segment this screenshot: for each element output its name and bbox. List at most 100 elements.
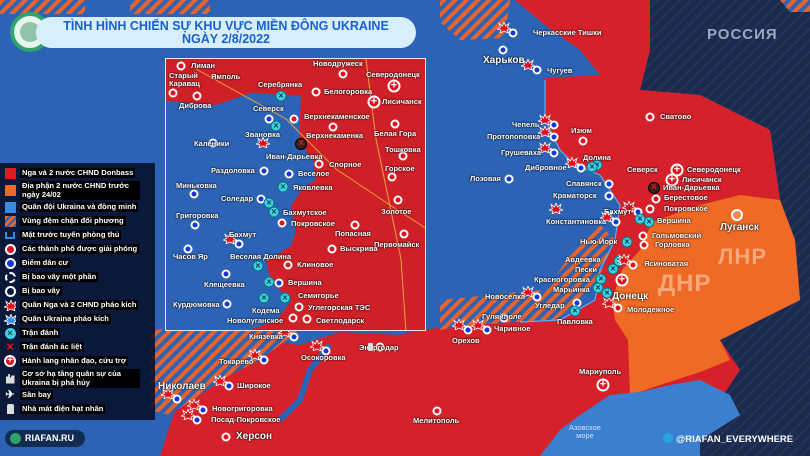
place-label: Соледар [221, 194, 254, 203]
humanitarian-corridor-icon: + [4, 355, 16, 367]
legend-label: Bị bao vây một phần [20, 271, 99, 283]
battle-icon: × [275, 90, 287, 102]
liberated-city-dot-icon [613, 303, 623, 313]
liberated-city-dot-icon [288, 313, 298, 323]
settlement-dot-icon [604, 191, 614, 201]
place-label: Диброва [179, 101, 212, 110]
legend-item: Bị bao vây một phần [4, 271, 99, 283]
place-label: Золотое [381, 207, 412, 216]
artillery-strike-icon [469, 317, 487, 335]
place-label: Веселое [298, 169, 330, 178]
settlement-dot-icon [549, 148, 559, 158]
legend-item: Bị bao vây [4, 285, 62, 297]
place-label: Лисичанск [682, 175, 722, 184]
legend-item: Cơ sở hạ tầng quân sự của Ukraina bị phá… [4, 369, 140, 388]
legend-label: Quân Ukraina pháo kích [20, 313, 111, 325]
place-label: Новолуганское [227, 316, 284, 325]
place-label: Орехов [452, 336, 480, 345]
settlement-dot-icon [549, 120, 559, 130]
place-label: Светлодарск [316, 316, 365, 325]
liberated-city-dot-icon [398, 151, 408, 161]
place-label: Веселая Долина [230, 252, 292, 261]
settlement-dot-icon [172, 394, 182, 404]
battle-icon: × [270, 120, 282, 132]
artillery-strike-icon [536, 124, 554, 142]
settlement-dot-icon [259, 166, 269, 176]
liberated-city-dot-icon [375, 342, 385, 352]
liberated-city-dot-icon [289, 114, 299, 124]
liberated-city-dot-icon [283, 260, 293, 270]
place-label: Вершина [288, 278, 322, 287]
artillery-strike-icon [536, 140, 554, 158]
place-label: Азовское море [569, 423, 601, 440]
place-label: Выскрива [340, 244, 378, 253]
place-label: Грушеваха [501, 148, 542, 157]
place-label: Константиновка [546, 217, 607, 226]
battle-icon: × [277, 181, 289, 193]
telegram-handle[interactable]: @RIAFAN_EVERYWHERE [663, 433, 793, 445]
ukrainian-artillery-icon [4, 313, 16, 325]
settlement-dot-icon [183, 244, 193, 254]
place-label: Старый Каравац [169, 71, 200, 88]
legend-label: Các thành phố được giải phóng [20, 243, 140, 255]
legend-item: Quân Nga và 2 CHND pháo kích [4, 299, 139, 311]
legend-label: Cơ sở hạ tầng quân sự của Ukraina bị phá… [20, 369, 140, 388]
artillery-strike-icon [450, 317, 468, 335]
liberated-city-dot-icon [302, 314, 312, 324]
humanitarian-corridor-icon: + [367, 95, 381, 109]
heavy-battle-icon: × [295, 138, 307, 150]
liberated-city-dot-icon [314, 159, 324, 169]
dnipro-river [277, 343, 333, 423]
place-label: Дибровное [525, 163, 567, 172]
place-label: Курдюмовка [173, 300, 220, 309]
place-label: Клещеевка [204, 280, 245, 289]
legend-item: Nhà mát điện hạt nhân [4, 403, 106, 415]
place-label: Часов Яр [173, 252, 208, 261]
hatch-icon [4, 215, 16, 227]
liberated-city-dot-icon [390, 119, 400, 129]
city-dot-icon [731, 209, 743, 221]
place-label: Красногоровка [534, 275, 590, 284]
heavy-battle-icon: × [6, 339, 14, 354]
place-label: Черкасские Тишки [533, 28, 602, 37]
settlement-dot-icon [532, 65, 542, 75]
settlement-dot-icon [504, 174, 514, 184]
nuclear-plant-icon [368, 343, 373, 351]
place-label: Изюм [571, 126, 592, 135]
legend-item: + Hành lang nhân đạo, cứu trợ [4, 355, 129, 367]
telegram-icon [663, 433, 673, 443]
settlement-dot-icon [508, 28, 518, 38]
place-label: Нью-Йорк [580, 237, 618, 246]
place-label: Горловка [655, 240, 690, 249]
dnr-lnr-pre-2402-area [612, 195, 800, 395]
artillery-strike-icon [563, 155, 581, 173]
liberated-city-dot-icon [221, 432, 231, 442]
settlement-dot-icon [498, 45, 508, 55]
riafan-logo[interactable]: RIAFAN.RU [5, 430, 85, 447]
settlement-dot-icon [224, 381, 234, 391]
region-label-russia: РОССИЯ [707, 26, 778, 43]
liberated-city-dot-icon [578, 136, 588, 146]
legend-item: Địa phận 2 nước CHND trước ngày 24/02 [4, 181, 140, 200]
place-label: Горское [385, 164, 415, 173]
artillery-strike-icon [159, 386, 177, 404]
legend-label: Vùng đệm chặn đối phương [20, 215, 126, 227]
place-label: Клиновое [297, 260, 334, 269]
legend-label: Hành lang nhân đạo, cứu trợ [20, 355, 129, 367]
humanitarian-corridor-icon: + [596, 378, 610, 392]
legend-label: Quân đội Ukraina và đồng minh [20, 201, 139, 213]
place-label: Верхнекаменское [304, 112, 370, 121]
azov-sea [540, 380, 740, 456]
place-label: Иван-Дарьевка [663, 183, 720, 192]
liberated-city-dot-icon [399, 229, 409, 239]
battle-icon: × [268, 206, 280, 218]
place-label: Угледар [535, 301, 565, 310]
place-label: Харьков [483, 55, 525, 66]
place-label: Спорное [329, 160, 362, 169]
artillery-strike-icon [615, 252, 633, 270]
liberated-city-dot-icon [432, 406, 442, 416]
place-label: Звановка [245, 130, 281, 139]
place-label: Гольмовский [652, 231, 702, 240]
region-label-lnr: ЛНР [718, 244, 767, 269]
artillery-strike-icon [185, 397, 203, 415]
